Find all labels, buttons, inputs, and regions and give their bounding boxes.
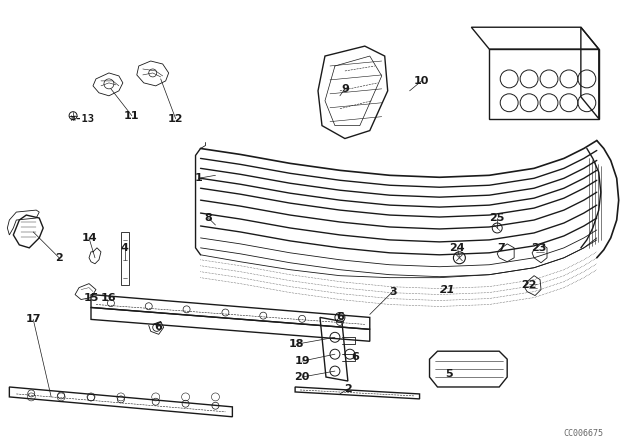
Text: 8: 8 xyxy=(205,213,212,223)
Text: 21: 21 xyxy=(440,284,455,295)
Text: -: - xyxy=(69,111,73,121)
Text: 20: 20 xyxy=(294,372,310,382)
Text: 7: 7 xyxy=(497,243,505,253)
Text: 25: 25 xyxy=(490,213,505,223)
Text: 2: 2 xyxy=(55,253,63,263)
Text: 3: 3 xyxy=(389,287,397,297)
Text: 6: 6 xyxy=(336,312,344,323)
Text: 17: 17 xyxy=(26,314,41,324)
Text: 6: 6 xyxy=(154,323,162,332)
Text: 6: 6 xyxy=(351,352,359,362)
Text: 15: 15 xyxy=(83,293,99,302)
Text: 19: 19 xyxy=(294,356,310,366)
Text: 10: 10 xyxy=(414,76,429,86)
Text: 4: 4 xyxy=(121,243,129,253)
Text: 2: 2 xyxy=(344,384,352,394)
Text: 18: 18 xyxy=(289,339,304,349)
Text: 12: 12 xyxy=(168,114,184,124)
Text: 16: 16 xyxy=(101,293,116,302)
Text: 5: 5 xyxy=(445,369,453,379)
Text: 9: 9 xyxy=(341,84,349,94)
Text: 24: 24 xyxy=(449,243,465,253)
Text: 11: 11 xyxy=(124,111,140,121)
Text: 1: 1 xyxy=(195,173,202,183)
Text: CC006675: CC006675 xyxy=(564,429,604,438)
Text: 23: 23 xyxy=(531,243,547,253)
Text: ¤-13: ¤-13 xyxy=(69,114,94,124)
Text: 22: 22 xyxy=(522,280,537,289)
Text: 14: 14 xyxy=(81,233,97,243)
